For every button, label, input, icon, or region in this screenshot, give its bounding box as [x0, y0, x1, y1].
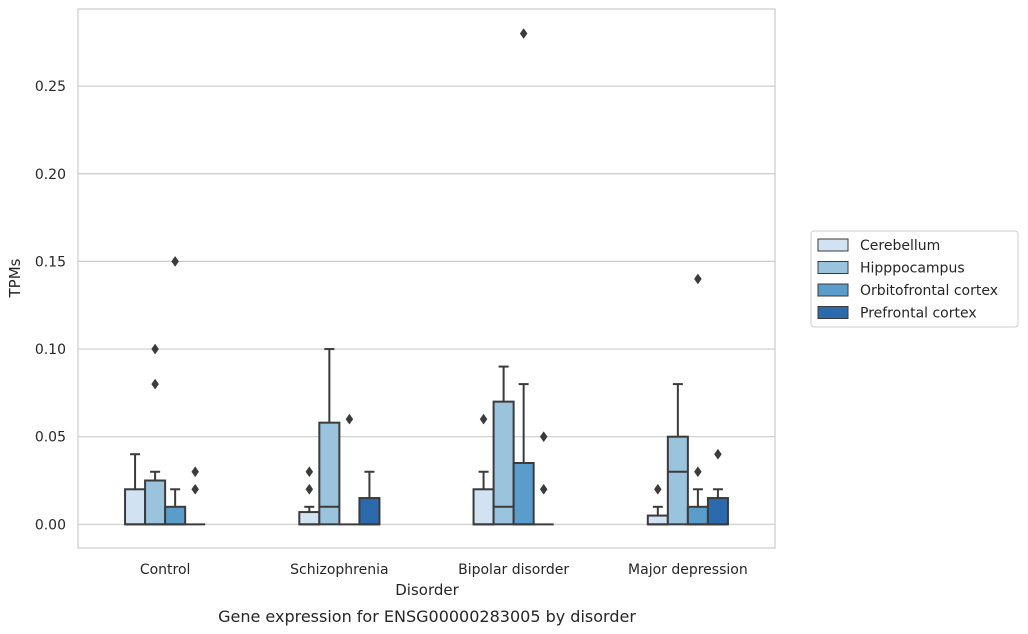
- y-tick-label: 0.15: [35, 254, 66, 270]
- x-tick-label: Schizophrenia: [290, 562, 388, 578]
- outlier-marker: [305, 483, 314, 495]
- box-body: [686, 505, 709, 526]
- x-tick-label: Bipolar disorder: [458, 562, 569, 578]
- y-tick-label: 0.00: [35, 517, 66, 533]
- chart-caption: Gene expression for ENSG00000283005 by d…: [218, 607, 636, 626]
- box-body: [298, 511, 321, 526]
- box-orbitofrontal-cortex: [339, 413, 360, 526]
- y-tick-label: 0.25: [35, 79, 66, 95]
- plot-frame: [77, 8, 776, 549]
- outlier-marker: [539, 431, 548, 443]
- legend-label: Hipppocampus: [860, 261, 965, 277]
- x-axis-ticks: Control Schizophrenia Bipolar disorder Majo…: [140, 562, 748, 578]
- legend-swatch: [817, 261, 849, 274]
- box-cerebellum: [298, 466, 321, 526]
- y-axis-ticks: 0.00 0.05 0.10 0.15 0.20 0.25: [35, 79, 66, 533]
- box-orbitofrontal-cortex: [512, 28, 535, 526]
- outlier-marker: [654, 483, 662, 495]
- y-axis-label: TPMs: [6, 258, 24, 298]
- box-prefrontal-cortex: [358, 470, 381, 526]
- outlier-marker: [171, 255, 179, 267]
- y-tick-label: 0.10: [35, 342, 66, 358]
- x-tick-label: Major depression: [628, 562, 748, 578]
- outlier-marker: [714, 448, 722, 460]
- legend-frame: [810, 230, 1019, 328]
- box-body: [512, 461, 535, 526]
- legend-swatch: [817, 306, 849, 319]
- box-cerebellum: [124, 453, 147, 526]
- box-body: [124, 488, 147, 526]
- x-tick-label: Control: [140, 562, 191, 578]
- legend-swatch: [817, 283, 849, 297]
- outlier-marker: [479, 413, 488, 425]
- outlier-marker: [305, 466, 314, 478]
- outlier-marker: [694, 273, 702, 285]
- outlier-marker: [519, 28, 528, 39]
- box-orbitofrontal-cortex: [686, 273, 709, 526]
- box-prefrontal-cortex: [185, 466, 206, 526]
- box-body: [706, 497, 729, 526]
- box-hipppocampus: [666, 383, 689, 526]
- box-body: [646, 514, 669, 526]
- outlier-marker: [694, 466, 702, 478]
- outlier-marker: [191, 483, 199, 495]
- x-axis-label: Disorder: [395, 581, 459, 599]
- box-hipppocampus: [318, 348, 341, 526]
- box-body: [666, 435, 689, 526]
- legend-swatch: [817, 238, 849, 252]
- legend-label: Prefrontal cortex: [860, 306, 977, 322]
- legend: Cerebellum Hipppocampus Orbitofrontal cort…: [810, 230, 1019, 328]
- outlier-marker: [191, 466, 199, 478]
- outlier-marker: [345, 413, 354, 425]
- box-orbitofrontal-cortex: [164, 255, 187, 526]
- outlier-marker: [151, 343, 159, 355]
- box-cerebellum: [646, 483, 669, 526]
- box-prefrontal-cortex: [533, 431, 554, 526]
- box-cerebellum: [472, 413, 495, 526]
- box-body: [472, 488, 495, 526]
- y-tick-label: 0.20: [35, 167, 66, 183]
- box-body: [358, 497, 381, 526]
- box-hipppocampus: [144, 343, 167, 526]
- outlier-marker: [539, 483, 548, 495]
- box-prefrontal-cortex: [706, 448, 729, 526]
- box-hipppocampus: [492, 365, 515, 526]
- legend-label: Cerebellum: [860, 238, 940, 254]
- box-body: [318, 421, 341, 526]
- box-body: [164, 505, 187, 526]
- legend-label: Orbitofrontal cortex: [860, 283, 998, 299]
- plot-area: [124, 28, 729, 526]
- box-body: [144, 479, 167, 526]
- y-tick-label: 0.05: [35, 430, 66, 446]
- outlier-marker: [151, 378, 159, 390]
